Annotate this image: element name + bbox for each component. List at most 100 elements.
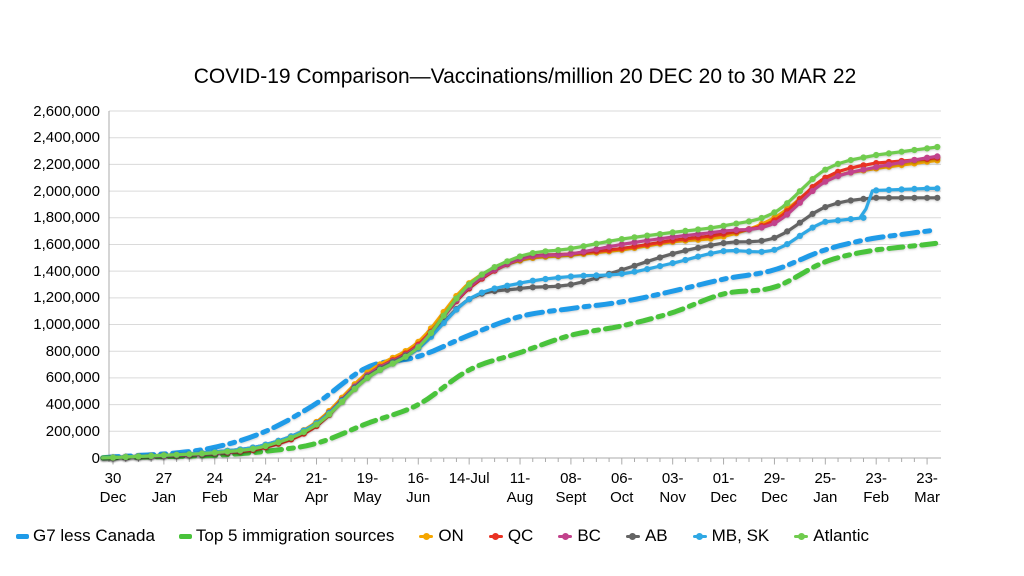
x-tick-label: 24- Mar [238, 469, 294, 507]
data-point-marker [618, 241, 625, 248]
data-point-marker [606, 271, 613, 279]
data-point-marker [911, 146, 918, 154]
data-point-marker [834, 199, 842, 207]
y-tick-label: 2,600,000 [33, 102, 100, 120]
data-point-marker [707, 224, 714, 231]
data-point-marker [822, 166, 829, 173]
y-tick-label: 200,000 [45, 422, 100, 440]
data-point-marker [516, 253, 524, 260]
legend-swatch-dot [696, 532, 704, 540]
data-point-marker [644, 266, 651, 273]
legend-swatch-dot [422, 532, 430, 540]
series-top-5-immigration-sources [100, 240, 939, 461]
x-tick-label: 01- Dec [696, 469, 752, 507]
data-point-marker [593, 272, 600, 279]
data-point-marker [682, 232, 689, 239]
x-tick-label-line2: Dec [761, 489, 788, 506]
data-point-marker [720, 228, 727, 235]
legend-dash-swatch-icon [16, 533, 29, 539]
data-point-marker [262, 442, 269, 450]
data-point-marker [427, 329, 435, 337]
data-point-marker [784, 228, 791, 235]
x-tick-label: 03- Nov [645, 469, 701, 507]
legend-label: BC [577, 526, 601, 545]
data-point-marker [618, 270, 625, 277]
y-tick-label: 2,200,000 [33, 155, 100, 173]
legend-swatch-dot [629, 532, 637, 540]
data-point-marker [644, 237, 651, 244]
data-point-marker [580, 243, 587, 250]
data-point-marker [415, 344, 422, 351]
x-tick-label-line2: May [353, 489, 382, 506]
legend-label: G7 less Canada [33, 526, 155, 545]
data-point-marker [796, 188, 804, 195]
x-tick-label-line2: Dec [710, 489, 737, 506]
data-point-marker [733, 226, 740, 234]
data-point-marker [631, 234, 638, 241]
data-point-marker [847, 197, 854, 204]
data-point-marker [148, 452, 155, 459]
data-point-marker [796, 199, 804, 206]
data-point-marker [898, 194, 905, 201]
data-point-marker [860, 162, 867, 169]
y-tick-label: 800,000 [45, 342, 100, 360]
legend-item-ab: AB [625, 526, 668, 546]
data-point-marker [822, 204, 829, 211]
data-point-marker [847, 157, 854, 164]
data-point-marker [224, 448, 231, 455]
series-line-g7-less-canada [100, 227, 939, 461]
y-tick-label: 1,000,000 [33, 316, 100, 334]
data-point-marker [275, 439, 282, 446]
series-line-top-5-immigration-sources [100, 240, 939, 461]
data-point-marker [402, 353, 409, 360]
data-point-marker [682, 256, 689, 264]
x-tick-label-line1: 11- [509, 470, 531, 487]
legend-dash-swatch-icon [178, 533, 192, 539]
data-point-marker [351, 386, 358, 393]
data-point-marker [160, 452, 167, 459]
legend-swatch-dot [492, 532, 500, 540]
series-ab [101, 194, 941, 461]
data-point-marker [934, 194, 941, 201]
data-point-marker [644, 232, 651, 239]
data-point-marker [720, 222, 727, 229]
x-tick-label-line1: 08- [560, 470, 582, 487]
data-point-marker [834, 217, 842, 224]
data-point-marker [758, 224, 765, 231]
x-tick-label: 23- Mar [899, 469, 955, 507]
data-point-marker [771, 234, 778, 241]
x-tick-label-line1: 21- [305, 470, 328, 487]
data-point-marker [745, 248, 753, 255]
data-point-marker [656, 254, 664, 261]
data-point-marker [860, 154, 867, 161]
series-qc [101, 154, 941, 461]
x-tick-label: 23- Feb [848, 469, 904, 507]
data-point-marker [707, 242, 714, 249]
x-tick-label-line1: 06- [610, 470, 633, 487]
series-line-bc [101, 154, 938, 460]
data-point-marker [873, 151, 880, 159]
x-tick-label-line2: Apr [304, 489, 329, 506]
data-point-marker [300, 429, 307, 436]
data-point-marker [198, 450, 206, 457]
data-point-marker [834, 173, 842, 180]
data-point-marker [542, 283, 549, 290]
x-tick-label-line2: Aug [506, 489, 534, 506]
legend-marker-swatch-icon [793, 530, 809, 542]
y-tick-label: 1,800,000 [33, 209, 100, 227]
data-point-marker [440, 319, 447, 327]
data-point-marker [453, 295, 460, 302]
data-point-marker [860, 214, 867, 221]
legend-label: QC [507, 526, 534, 545]
data-point-marker [911, 185, 918, 192]
data-point-marker [618, 236, 625, 243]
data-point-marker [555, 251, 562, 258]
data-point-marker [669, 229, 676, 236]
data-point-marker [631, 268, 638, 275]
y-tick-label: 2,000,000 [33, 182, 100, 200]
legend-label: ON [438, 526, 464, 545]
data-point-marker [873, 164, 880, 171]
data-point-marker [720, 248, 727, 255]
data-point-marker [809, 210, 816, 217]
